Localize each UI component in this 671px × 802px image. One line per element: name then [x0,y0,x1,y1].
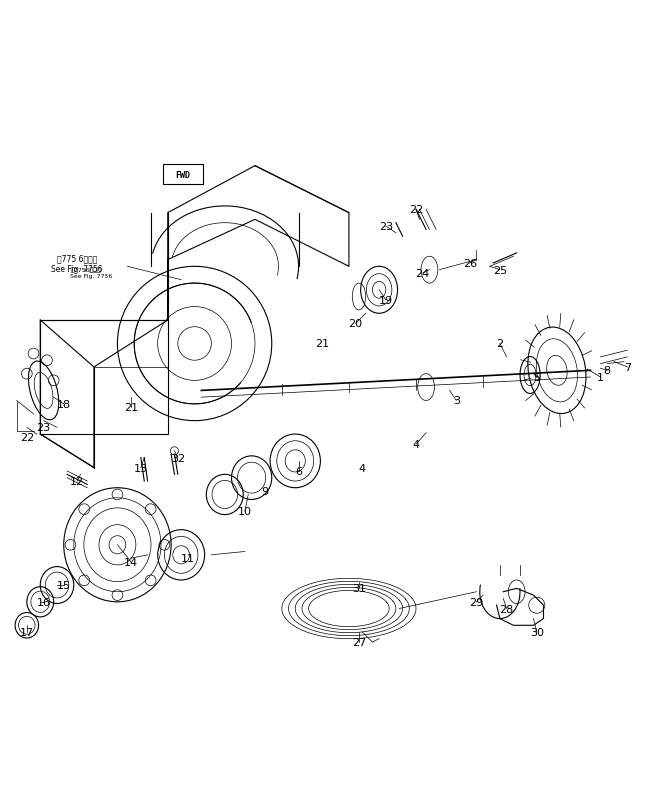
Text: 6: 6 [295,467,302,476]
Text: 7: 7 [624,363,631,372]
Text: 16: 16 [37,597,50,607]
Text: 4: 4 [359,463,366,473]
Text: 21: 21 [123,403,138,413]
Text: 23: 23 [378,222,393,232]
Text: FWD: FWD [175,170,190,180]
Text: 14: 14 [123,557,138,567]
Text: 26: 26 [462,258,477,269]
Text: 31: 31 [352,584,366,593]
Text: 20: 20 [348,319,363,329]
Text: 28: 28 [499,604,514,614]
Text: 29: 29 [469,597,484,607]
Text: 2: 2 [497,339,503,349]
Text: 11: 11 [181,553,195,564]
Text: 10: 10 [238,507,252,516]
Text: 24: 24 [415,269,430,278]
Text: 13: 13 [134,463,148,473]
Text: 27: 27 [352,638,366,647]
Text: 25: 25 [493,265,507,275]
Text: 3: 3 [453,396,460,406]
Text: 8: 8 [604,366,611,376]
Text: 15: 15 [57,581,70,590]
Text: 23: 23 [36,423,51,433]
Text: 5: 5 [533,373,540,383]
Text: 22: 22 [19,433,34,443]
Text: 4: 4 [413,439,419,450]
Text: 9: 9 [262,487,268,496]
Text: 22: 22 [409,205,423,215]
Text: 18: 18 [56,399,71,409]
Text: 21: 21 [315,339,329,349]
FancyBboxPatch shape [163,165,203,184]
Text: 1: 1 [597,373,604,383]
Text: 17: 17 [19,627,34,638]
Text: 図7756図参照
See Fig. 7756: 図7756図参照 See Fig. 7756 [70,267,113,278]
Text: 図775 6図参照
See Fig. 7756: 図775 6図参照 See Fig. 7756 [52,254,103,273]
Text: 32: 32 [170,453,185,463]
Text: 30: 30 [530,627,544,638]
Text: 12: 12 [70,476,85,487]
Text: 19: 19 [378,295,393,306]
